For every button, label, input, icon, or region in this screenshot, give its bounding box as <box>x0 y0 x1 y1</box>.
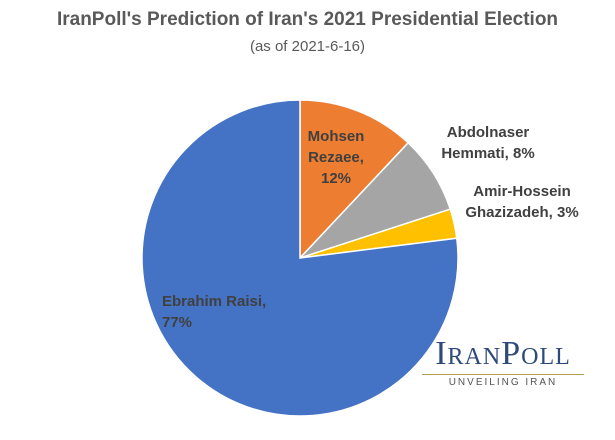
chart-title: IranPoll's Prediction of Iran's 2021 Pre… <box>56 9 559 30</box>
data-label: Mohsen Rezaee, 12% <box>307 128 365 187</box>
logo: IranPoll UNVEILING IRAN <box>418 336 588 388</box>
logo-tagline: UNVEILING IRAN <box>422 374 584 388</box>
data-label: Ebrahim Raisi, 77% <box>162 293 267 331</box>
data-label: Amir-Hossein Ghazizadeh, 3% <box>465 183 579 221</box>
pie-slice <box>141 99 459 417</box>
chart-subtitle: (as of 2021-6-16) <box>249 38 366 55</box>
logo-name: IranPoll <box>435 335 571 372</box>
data-label: Abdolnaser Hemmati, 8% <box>441 124 535 162</box>
pie-slice <box>299 99 410 260</box>
